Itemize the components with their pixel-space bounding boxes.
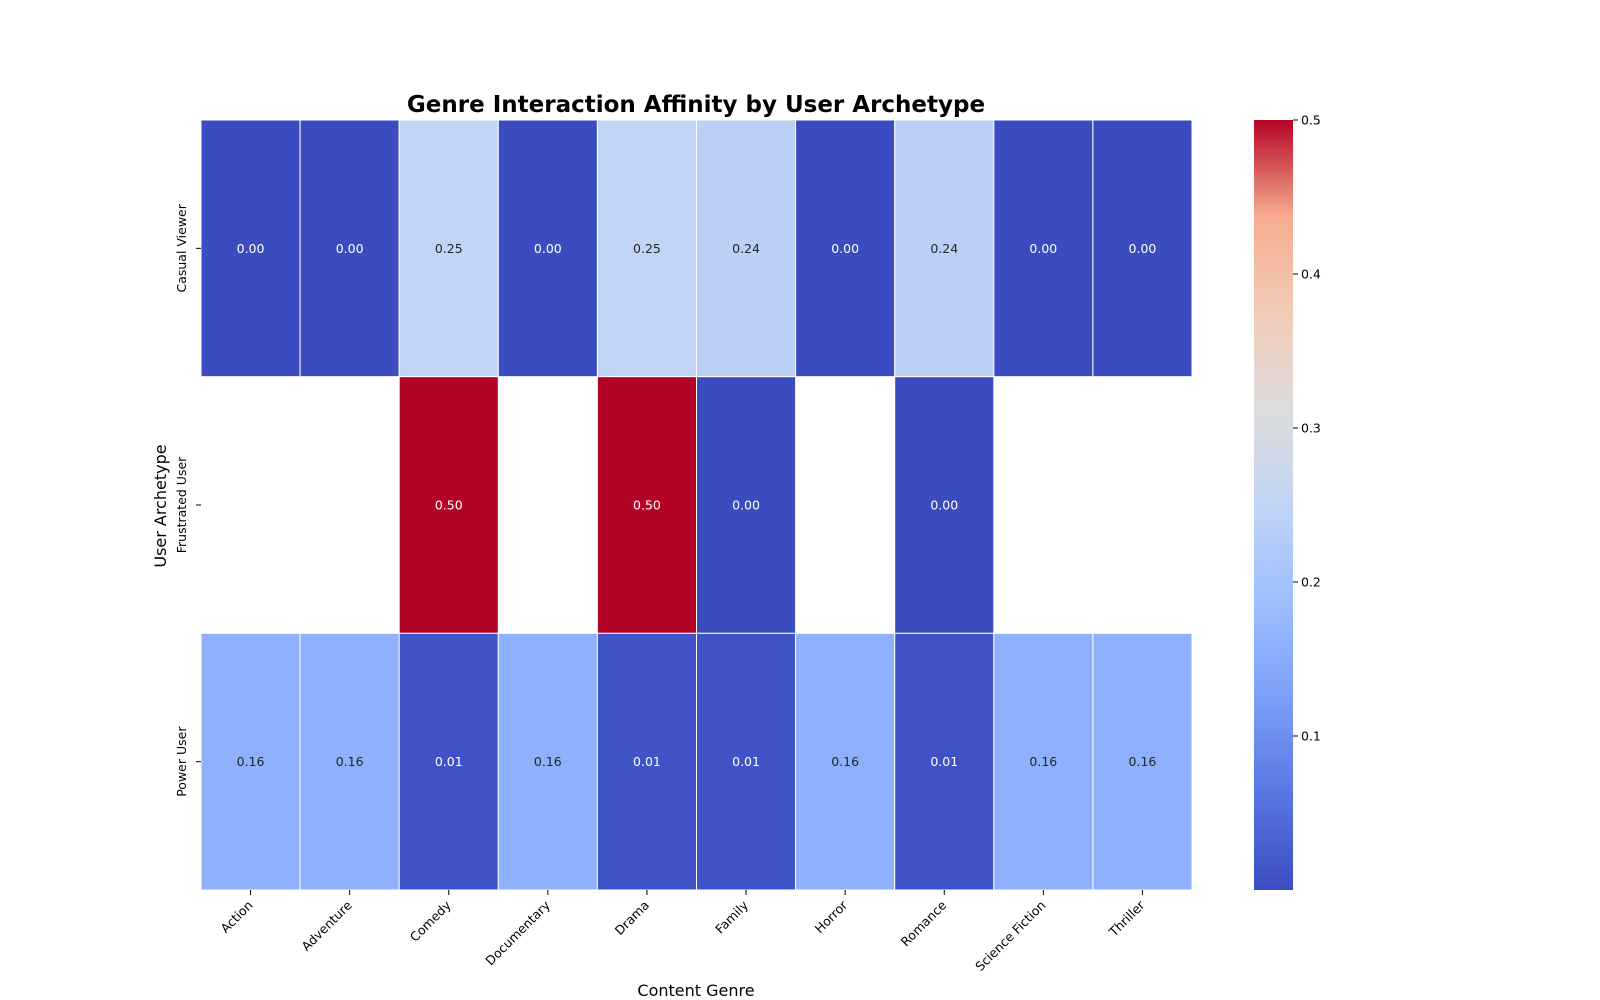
colorbar: 0.1 0.2 0.3 0.4 0.5	[1254, 113, 1321, 890]
heatmap-cell	[1092, 119, 1193, 378]
cell-value-label: 0.00	[534, 241, 562, 256]
cell-value-label: 0.24	[930, 241, 958, 256]
heatmap-cell	[795, 119, 896, 378]
cell-value-label: 0.00	[732, 498, 760, 513]
heatmap-cell	[299, 119, 400, 378]
y-axis-ticks: Casual Viewer Frustrated User Power User	[174, 203, 201, 797]
cell-value-label: 0.00	[1029, 241, 1057, 256]
x-tick-label: Adventure	[298, 897, 355, 954]
x-tick-label: Drama	[612, 898, 652, 938]
heatmap-cell	[894, 632, 995, 891]
heatmap-cell	[596, 632, 698, 891]
heatmap-cell	[993, 119, 1094, 378]
cell-value-label: 0.01	[930, 754, 958, 769]
cell-value-label: 0.50	[435, 498, 463, 513]
heatmap-cell	[795, 632, 896, 891]
x-tick-label: Thriller	[1105, 897, 1148, 940]
colorbar-tick-label: 0.5	[1301, 113, 1321, 128]
x-tick-label: Romance	[898, 897, 950, 949]
cell-value-label: 0.00	[237, 241, 265, 256]
cell-value-label: 0.00	[336, 241, 364, 256]
heatmap-cell	[696, 119, 797, 378]
chart-title: Genre Interaction Affinity by User Arche…	[407, 92, 985, 118]
cell-value-label: 0.25	[633, 241, 661, 256]
cell-value-label: 0.16	[534, 754, 562, 769]
cell-value-label: 0.01	[732, 754, 760, 769]
cell-value-label: 0.16	[831, 754, 859, 769]
colorbar-tick-label: 0.2	[1301, 575, 1321, 590]
x-tick-label: Action	[217, 898, 255, 936]
x-axis-ticks: Action Adventure Comedy Documentary Drama Fam…	[217, 890, 1148, 974]
cell-value-label: 0.00	[831, 241, 859, 256]
colorbar-tick-label: 0.1	[1301, 729, 1321, 744]
heatmap-cell	[200, 632, 301, 891]
heatmap-cell	[200, 119, 301, 378]
cell-annotations: 0.00 0.00 0.25 0.00 0.25 0.24 0.00 0.24 0.00 0.00…	[237, 241, 1157, 769]
colorbar-tick-label: 0.4	[1301, 267, 1321, 282]
cell-value-label: 0.25	[435, 241, 463, 256]
cell-value-label: 0.16	[1129, 754, 1157, 769]
heatmap-cell	[398, 632, 499, 891]
heatmap-cell	[894, 119, 995, 378]
cell-value-label: 0.16	[237, 754, 265, 769]
colorbar-ticks: 0.1 0.2 0.3 0.4 0.5	[1293, 113, 1321, 744]
x-tick-label: Horror	[812, 897, 851, 936]
y-tick-label: Casual Viewer	[174, 203, 189, 292]
cell-value-label: 0.16	[336, 754, 364, 769]
x-axis-title: Content Genre	[637, 981, 754, 1000]
y-tick-label: Power User	[174, 726, 189, 797]
heatmap-cell	[696, 376, 797, 634]
heatmap-cell	[696, 632, 797, 891]
heatmap-cell	[398, 376, 499, 634]
heatmap-cells	[200, 119, 1193, 891]
cell-value-label: 0.00	[930, 498, 958, 513]
x-tick-label: Science Fiction	[972, 898, 1048, 974]
colorbar-tick-label: 0.3	[1301, 421, 1321, 436]
heatmap-cell	[894, 376, 995, 634]
colorbar-gradient	[1254, 120, 1293, 890]
y-axis-title: User Archetype	[151, 444, 170, 567]
heatmap-cell	[497, 119, 598, 378]
cell-value-label: 0.01	[633, 754, 661, 769]
heatmap-cell	[596, 119, 698, 378]
x-tick-label: Documentary	[482, 897, 553, 968]
heatmap-cell	[993, 632, 1094, 891]
cell-value-label: 0.00	[1129, 241, 1157, 256]
cell-value-label: 0.50	[633, 498, 661, 513]
x-tick-label: Family	[712, 897, 751, 936]
cell-value-label: 0.24	[732, 241, 760, 256]
heatmap-cell	[497, 632, 598, 891]
cell-value-label: 0.16	[1029, 754, 1057, 769]
x-tick-label: Comedy	[407, 897, 455, 945]
y-tick-label: Frustrated User	[174, 456, 189, 553]
heatmap-cell	[1092, 632, 1193, 891]
cell-value-label: 0.01	[435, 754, 463, 769]
heatmap-cell	[299, 632, 400, 891]
heatmap-cell	[398, 119, 499, 378]
heatmap-cell	[596, 376, 698, 634]
